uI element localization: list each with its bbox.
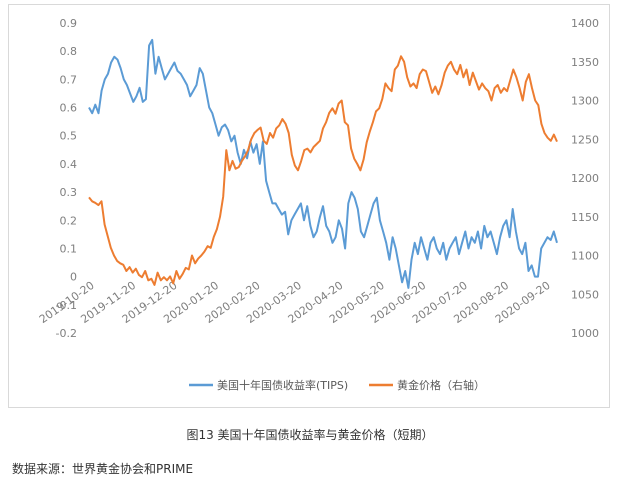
legend-label: 美国十年国债收益率(TIPS) <box>217 378 348 392</box>
right-tick-label: 1400 <box>571 17 599 30</box>
gold-price-line <box>88 55 558 286</box>
left-tick-label: 0.8 <box>60 45 78 58</box>
left-tick-label: -0.2 <box>56 327 77 340</box>
tips-yield-line <box>88 38 558 289</box>
left-tick-label: -0.1 <box>56 299 77 312</box>
right-tick-label: 1050 <box>571 288 599 301</box>
right-axis-ticks: 1000 1050 1100 1150 1200 1250 1300 1350 1400 <box>571 17 599 340</box>
right-tick-label: 1100 <box>571 250 599 263</box>
left-tick-label: 0.9 <box>60 17 78 30</box>
left-tick-label: 0 <box>70 271 77 284</box>
right-tick-label: 1000 <box>571 327 599 340</box>
left-tick-label: 0.7 <box>60 73 78 86</box>
right-tick-label: 1200 <box>571 172 599 185</box>
left-tick-label: 0.1 <box>60 242 78 255</box>
x-axis-ticks: 2019-10-202019-11-202019-12-202020-01-20… <box>37 279 553 326</box>
left-tick-label: 0.3 <box>60 186 78 199</box>
right-tick-label: 1250 <box>571 133 599 146</box>
legend: 美国十年国债收益率(TIPS) 黄金价格（右轴） <box>189 378 485 392</box>
right-tick-label: 1150 <box>571 211 599 224</box>
legend-label: 黄金价格（右轴） <box>397 378 485 392</box>
figure-caption: 图13 美国十年国债收益率与黄金价格（短期） <box>186 428 434 442</box>
chart-frame: -0.2 -0.1 0 0.1 0.2 0.3 0.4 0.5 0.6 0.7 0.8 0.9 100… <box>8 4 610 408</box>
left-axis-ticks: -0.2 -0.1 0 0.1 0.2 0.3 0.4 0.5 0.6 0.7 0.8 0.9 <box>56 17 77 340</box>
series-group <box>88 38 558 289</box>
data-source: 数据来源：世界黄金协会和PRIME <box>12 462 194 476</box>
left-tick-label: 0.5 <box>60 130 78 143</box>
left-tick-label: 0.4 <box>60 158 78 171</box>
left-tick-label: 0.2 <box>60 214 78 227</box>
right-tick-label: 1300 <box>571 95 599 108</box>
chart-svg: -0.2 -0.1 0 0.1 0.2 0.3 0.4 0.5 0.6 0.7 0.8 0.9 100… <box>37 17 599 392</box>
right-tick-label: 1350 <box>571 56 599 69</box>
left-tick-label: 0.6 <box>60 102 78 115</box>
